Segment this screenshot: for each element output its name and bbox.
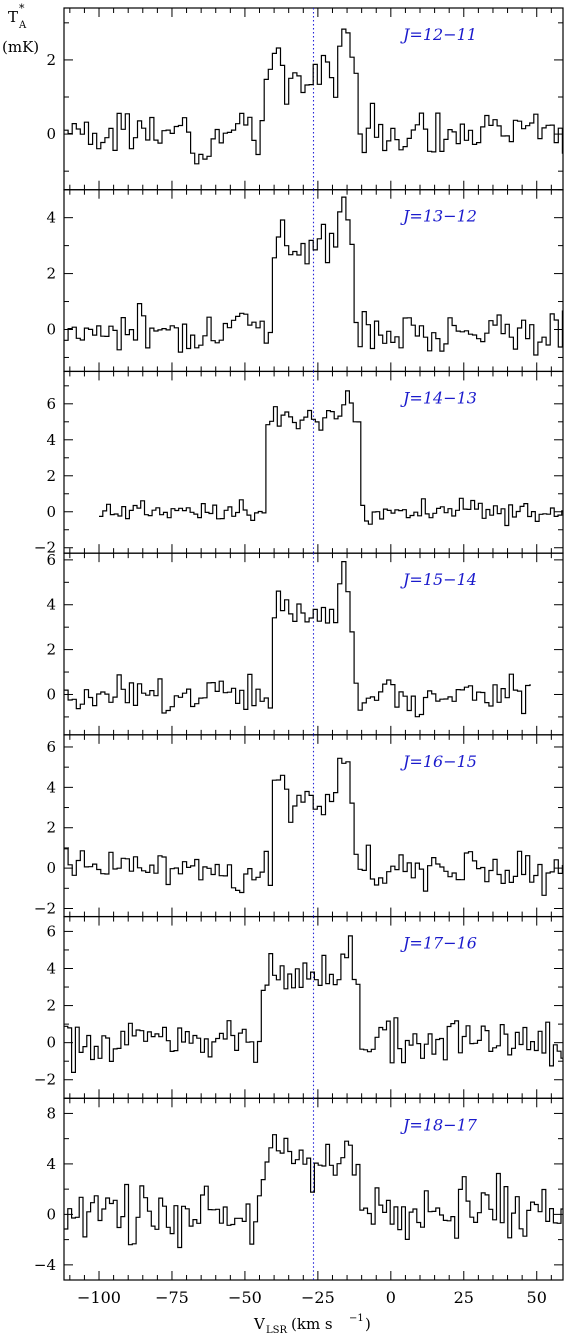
y-tick-label: 0 <box>46 859 56 877</box>
y-tick-label: 4 <box>46 596 56 614</box>
y-tick-label: 6 <box>46 922 56 940</box>
x-tick-label: −75 <box>155 1288 189 1307</box>
y-axis-title: T A * (mK) <box>2 2 39 56</box>
transition-label: J=16−15 <box>400 752 477 771</box>
x-tick-label: −100 <box>77 1288 121 1307</box>
x-tick-label: −25 <box>301 1288 335 1307</box>
y-tick-label: 4 <box>46 959 56 977</box>
y-tick-label: 4 <box>46 431 56 449</box>
panel-7: −4 0 4 8 J=18−17 <box>34 1097 564 1281</box>
spectrum-trace <box>99 390 563 527</box>
y-tick-label: 8 <box>46 1104 56 1122</box>
y-tick-label: 4 <box>46 1155 56 1173</box>
y-tick-label: 4 <box>46 209 56 227</box>
y-tick-label: 2 <box>46 997 56 1015</box>
y-tick-label: 0 <box>46 125 56 143</box>
panel-frame <box>63 552 564 736</box>
x-tick-label: 0 <box>386 1288 396 1307</box>
panel-frame <box>63 734 564 918</box>
y-axis-superscript: * <box>19 2 25 15</box>
y-tick-label: 2 <box>46 467 56 485</box>
panel-3: −2 0 2 4 6 J=14−13 <box>34 370 564 557</box>
spectra-panels: 0 2 J=12−11 0 2 4 J=13−12 −2 0 2 4 6 J=14−13 0 2 4 6 J=15… <box>34 7 564 1307</box>
spectrum-trace <box>64 561 531 718</box>
transition-label: J=12−11 <box>400 25 477 44</box>
spectrum-trace <box>64 196 563 356</box>
x-tick-label: −50 <box>228 1288 262 1307</box>
x-axis-unit-superscript: −1 <box>349 1313 364 1324</box>
y-tick-label: 6 <box>46 395 56 413</box>
y-tick-label: 6 <box>46 738 56 756</box>
transition-label: J=18−17 <box>400 1115 478 1134</box>
panel-frame <box>63 189 564 373</box>
panel-frame <box>63 1097 564 1281</box>
spectrum-trace <box>64 28 563 165</box>
y-tick-label: 0 <box>46 1205 56 1223</box>
y-axis-unit: (mK) <box>2 38 39 56</box>
y-axis-symbol: T <box>8 8 18 26</box>
spectrum-trace <box>64 757 563 896</box>
panel-1: 0 2 J=12−11 <box>46 7 564 191</box>
x-axis-unit-open: (km s <box>291 1315 333 1333</box>
y-tick-label: 6 <box>46 551 56 569</box>
y-tick-label: −2 <box>34 899 56 917</box>
transition-label: J=17−16 <box>400 934 477 953</box>
y-tick-label: 2 <box>46 819 56 837</box>
y-tick-label: 0 <box>46 503 56 521</box>
spectrum-trace <box>64 1134 563 1249</box>
panel-4: 0 2 4 6 J=15−14 <box>46 551 564 736</box>
y-tick-label: −4 <box>34 1256 56 1274</box>
x-tick-label: 25 <box>454 1288 474 1307</box>
panel-2: 0 2 4 J=13−12 <box>46 189 564 373</box>
panel-frame <box>63 915 564 1099</box>
transition-label: J=15−14 <box>400 570 477 589</box>
panel-6: −2 0 2 4 6 J=17−16 <box>34 915 564 1099</box>
y-axis-subscript: A <box>18 20 27 31</box>
transition-label: J=14−13 <box>400 388 477 407</box>
panel-5: −2 0 2 4 6 J=16−15 <box>34 734 564 918</box>
x-axis-symbol: V <box>253 1315 266 1333</box>
x-axis-subscript: LSR <box>266 1325 287 1336</box>
y-tick-label: −2 <box>34 539 56 557</box>
x-tick-labels: −100 −75 −50 −25 0 25 50 <box>77 1288 547 1307</box>
y-tick-label: 4 <box>46 778 56 796</box>
spectrum-trace <box>64 935 563 1073</box>
y-tick-label: 0 <box>46 1034 56 1052</box>
y-tick-label: 0 <box>46 320 56 338</box>
y-tick-label: 2 <box>46 265 56 283</box>
panel-frame <box>63 370 564 554</box>
panel-frame <box>63 7 564 191</box>
y-tick-label: 2 <box>46 51 56 69</box>
x-tick-label: 50 <box>527 1288 547 1307</box>
y-tick-label: 2 <box>46 641 56 659</box>
transition-label: J=13−12 <box>400 207 477 226</box>
x-axis-title: V LSR (km s −1 ) <box>253 1313 371 1336</box>
y-tick-label: −2 <box>34 1071 56 1089</box>
y-tick-label: 0 <box>46 685 56 703</box>
x-axis-unit-close: ) <box>365 1315 371 1333</box>
